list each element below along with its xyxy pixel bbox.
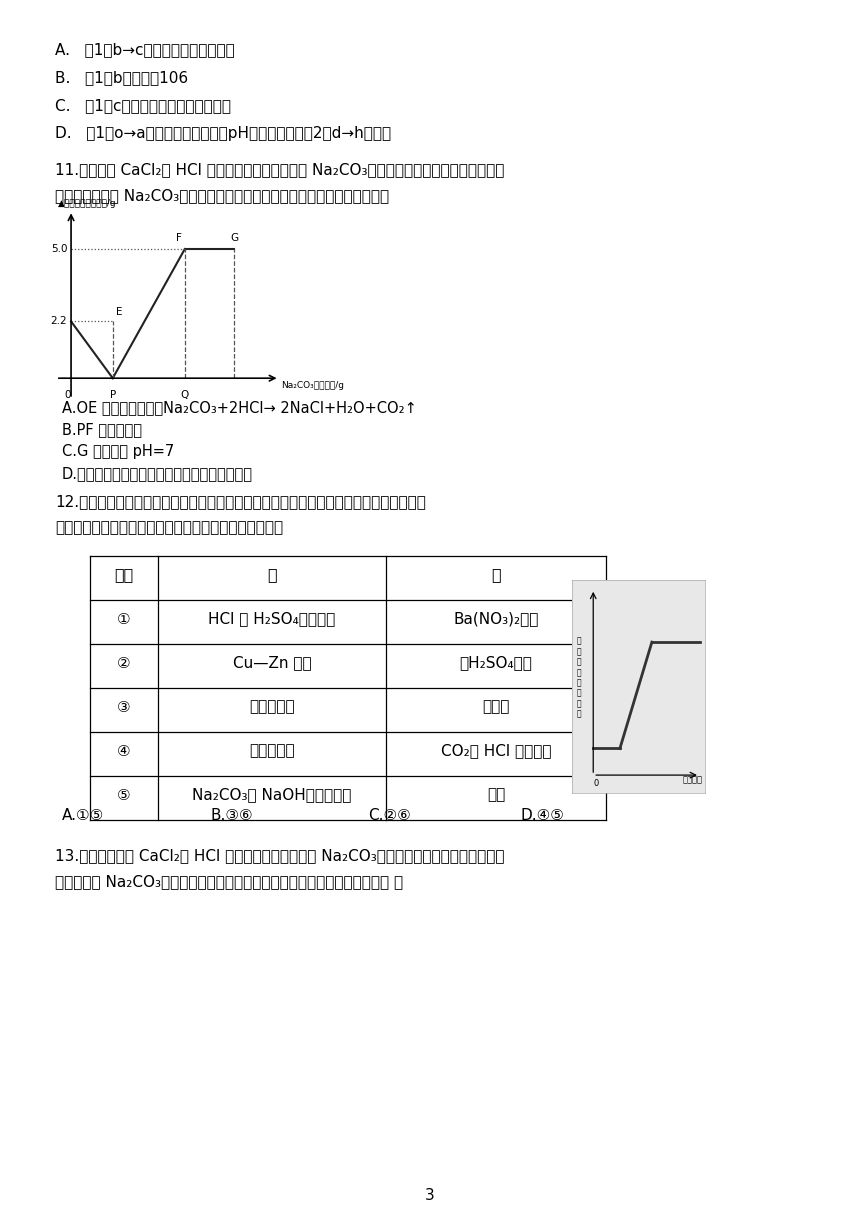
Text: Q: Q: [181, 390, 189, 400]
Text: F: F: [176, 233, 182, 243]
Text: A.   图1中b→c段表示产生气体的过程: A. 图1中b→c段表示产生气体的过程: [55, 43, 235, 57]
Text: 5.0: 5.0: [51, 244, 67, 254]
Text: 12.向下表的甲物质中逐渐加入相应的乙物质至过量，反应过程中生成气体或沉淠的质量与: 12.向下表的甲物质中逐渐加入相应的乙物质至过量，反应过程中生成气体或沉淠的质量…: [55, 494, 426, 510]
Text: B.   图1中b点的值为106: B. 图1中b点的值为106: [55, 71, 188, 85]
Text: A.OE 发生化学反应：Na₂CO₃+2HCl→ 2NaCl+H₂O+CO₂↑: A.OE 发生化学反应：Na₂CO₃+2HCl→ 2NaCl+H₂O+CO₂↑: [62, 400, 417, 415]
Text: Na₂CO₃溶液质量/g: Na₂CO₃溶液质量/g: [281, 382, 344, 390]
Text: 加入乙的质量关系，能用如图曲线表示的是（　　　　）: 加入乙的质量关系，能用如图曲线表示的是（ ）: [55, 520, 283, 535]
Text: 盐酸: 盐酸: [487, 788, 505, 803]
Text: 生锈的鐵钉: 生锈的鐵钉: [249, 699, 295, 715]
Text: C.②⑥: C.②⑥: [368, 807, 411, 823]
Text: D.   图1中o→a段反应过程中溶液的pH变化情况可用图2中d→h段表示: D. 图1中o→a段反应过程中溶液的pH变化情况可用图2中d→h段表示: [55, 126, 391, 141]
Text: 0: 0: [593, 778, 599, 788]
Text: ③: ③: [117, 699, 131, 715]
Text: E: E: [116, 306, 122, 317]
Text: C.G 点溶液的 pH=7: C.G 点溶液的 pH=7: [62, 444, 175, 458]
Text: Ba(NO₃)₂溶液: Ba(NO₃)₂溶液: [453, 612, 538, 626]
Text: 13.向一定质量的 CaCl₂和 HCl 的混合溶液中逐滴加入 Na₂CO₃溶液，并振荡。反应过程中溶液: 13.向一定质量的 CaCl₂和 HCl 的混合溶液中逐滴加入 Na₂CO₃溶液…: [55, 848, 505, 863]
Text: 气
体
或
沉
淀
的
质
量: 气 体 或 沉 淀 的 质 量: [577, 637, 581, 719]
Text: D.反应过程有气体和沉淠生成，属于复分解反应: D.反应过程有气体和沉淠生成，属于复分解反应: [62, 466, 253, 482]
Text: B.PF 有沉淠生成: B.PF 有沉淠生成: [62, 422, 142, 437]
Text: 质量随加入 Na₂CO₃溶液贤量的变化情况如图所示。下列分析错误的是（　　 ）: 质量随加入 Na₂CO₃溶液贤量的变化情况如图所示。下列分析错误的是（ ）: [55, 874, 403, 889]
Text: HCl 和 H₂SO₄的混合酸: HCl 和 H₂SO₄的混合酸: [208, 612, 335, 626]
Text: Na₂CO₃和 NaOH的混合溶液: Na₂CO₃和 NaOH的混合溶液: [193, 788, 352, 803]
Text: 稀盐酸: 稀盐酸: [482, 699, 510, 715]
Text: 稀H₂SO₄溶液: 稀H₂SO₄溶液: [459, 655, 532, 670]
Text: P: P: [109, 390, 116, 400]
Text: C.   图1中c点时，溶液中的溶质有两种: C. 图1中c点时，溶液中的溶质有两种: [55, 98, 231, 113]
Text: CO₂和 HCl 混合气体: CO₂和 HCl 混合气体: [440, 743, 551, 759]
Text: 11.向一定量 CaCl₂和 HCl 的混合溶液中，逐渐加入 Na₂CO₃溶液，反应过程中产生气体或沉淠: 11.向一定量 CaCl₂和 HCl 的混合溶液中，逐渐加入 Na₂CO₃溶液，…: [55, 162, 504, 178]
Text: ▲气体或沉淀的质量/g: ▲气体或沉淀的质量/g: [58, 198, 116, 208]
Text: 的质量与加入的 Na₂CO₃溶液的质量关系如图，下列说法错误的是（　　　）: 的质量与加入的 Na₂CO₃溶液的质量关系如图，下列说法错误的是（ ）: [55, 188, 389, 203]
Text: 乙: 乙: [491, 568, 501, 582]
Text: 甲: 甲: [267, 568, 277, 582]
Text: ⑤: ⑤: [117, 788, 131, 803]
Text: ④: ④: [117, 743, 131, 759]
Text: A.①⑤: A.①⑤: [62, 807, 104, 823]
Text: D.④⑤: D.④⑤: [520, 807, 564, 823]
Text: 序号: 序号: [114, 568, 133, 582]
Text: G: G: [230, 233, 238, 243]
Text: 乙的质量: 乙的质量: [683, 775, 703, 784]
Text: 澄清石灰水: 澄清石灰水: [249, 743, 295, 759]
Text: ②: ②: [117, 655, 131, 670]
Text: 3: 3: [425, 1188, 435, 1203]
Text: 2.2: 2.2: [51, 316, 67, 326]
Text: 0: 0: [64, 390, 71, 400]
Text: B.③⑥: B.③⑥: [210, 807, 253, 823]
Text: ①: ①: [117, 612, 131, 626]
Text: Cu—Zn 合金: Cu—Zn 合金: [233, 655, 311, 670]
